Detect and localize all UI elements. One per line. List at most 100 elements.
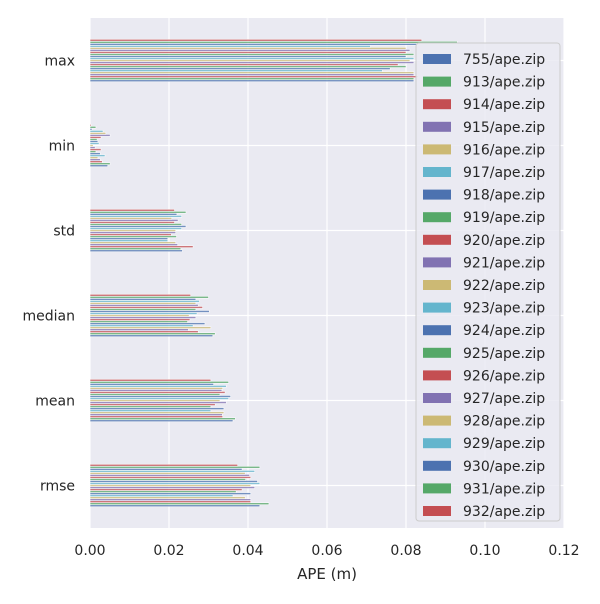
bar-median-931	[89, 295, 209, 299]
bar-rmse-928	[89, 472, 246, 475]
bar-min-913	[89, 162, 111, 166]
bar-std-755	[89, 249, 183, 253]
bar-mean-926	[89, 391, 226, 394]
legend-label: 928/ape.zip	[463, 414, 545, 430]
bar-rmse-755	[89, 504, 261, 508]
legend-swatch	[423, 415, 451, 426]
legend-swatch	[423, 212, 451, 223]
bar-median-930	[89, 297, 197, 301]
legend-swatch	[423, 325, 451, 336]
bar-median-755	[89, 334, 214, 338]
bar-min-914	[89, 160, 103, 164]
legend-label: 927/ape.zip	[463, 391, 545, 407]
legend-swatch	[423, 370, 451, 381]
bar-max-923	[89, 57, 415, 60]
legend-label: 915/ape.zip	[463, 120, 545, 136]
x-axis-label: APE (m)	[297, 565, 357, 583]
bar-rmse-924	[89, 480, 258, 483]
bar-median-913	[89, 332, 216, 336]
legend-swatch	[423, 438, 451, 449]
bar-median-920	[89, 318, 191, 321]
legend-label: 932/ape.zip	[463, 504, 545, 520]
bar-median-914	[89, 330, 199, 334]
bar-min-930	[89, 127, 93, 131]
legend-swatch	[423, 483, 451, 494]
bar-rmse-930	[89, 467, 243, 471]
bar-mean-927	[89, 389, 223, 392]
legend-label: 925/ape.zip	[463, 346, 545, 362]
bar-rmse-921	[89, 486, 256, 489]
legend-label: 921/ape.zip	[463, 255, 545, 271]
bar-rmse-915	[89, 498, 252, 501]
y-tick-label: max	[44, 54, 75, 70]
bar-min-932	[89, 123, 92, 127]
bar-rmse-918	[89, 492, 252, 495]
legend-swatch	[423, 506, 451, 516]
legend-label: 924/ape.zip	[463, 323, 545, 339]
bar-rmse-923	[89, 482, 261, 485]
bar-std-919	[89, 235, 177, 238]
bar-std-921	[89, 231, 177, 234]
bar-median-927	[89, 304, 199, 307]
bar-max-916	[89, 71, 415, 74]
bar-std-923	[89, 227, 182, 230]
y-tick-label: median	[23, 309, 75, 325]
bar-max-932	[89, 38, 423, 42]
bar-rmse-916	[89, 496, 246, 499]
x-tick-label: 0.12	[548, 543, 579, 559]
legend-swatch	[423, 347, 451, 358]
legend-swatch	[423, 234, 451, 245]
bar-std-926	[89, 221, 175, 224]
legend-label: 916/ape.zip	[463, 142, 545, 158]
bar-max-929	[89, 45, 371, 48]
bar-max-919	[89, 65, 407, 68]
bar-rmse-932	[89, 463, 239, 467]
bar-rmse-927	[89, 474, 250, 477]
bar-std-922	[89, 229, 177, 232]
x-tick-label: 0.04	[232, 543, 263, 559]
bar-median-915	[89, 328, 189, 331]
bar-mean-929	[89, 385, 227, 388]
x-tick-label: 0.10	[469, 543, 500, 559]
bar-mean-930	[89, 382, 214, 386]
bar-max-918	[89, 67, 391, 70]
bar-min-919	[89, 150, 97, 153]
bar-rmse-914	[89, 500, 252, 504]
bar-rmse-922	[89, 484, 252, 487]
bar-rmse-931	[89, 465, 261, 469]
bar-mean-913	[89, 417, 236, 421]
bar-mean-923	[89, 397, 229, 400]
bar-median-926	[89, 306, 203, 309]
bar-std-918	[89, 237, 169, 240]
bar-max-924	[89, 55, 407, 58]
bar-median-918	[89, 322, 206, 325]
bar-mean-915	[89, 413, 223, 416]
bar-mean-922	[89, 399, 221, 402]
legend-label: 913/ape.zip	[463, 75, 545, 91]
bar-min-927	[89, 134, 111, 137]
bar-min-918	[89, 152, 101, 155]
bar-mean-928	[89, 387, 224, 390]
bar-min-929	[89, 130, 104, 133]
legend-swatch	[423, 460, 451, 471]
x-tick-label: 0.00	[74, 543, 105, 559]
legend-swatch	[423, 99, 451, 110]
bar-median-923	[89, 312, 198, 315]
bar-max-920	[89, 63, 399, 66]
y-tick-label: min	[49, 139, 75, 155]
bar-rmse-929	[89, 470, 256, 473]
bar-mean-931	[89, 380, 229, 384]
bar-max-921	[89, 61, 415, 64]
legend-swatch	[423, 121, 451, 132]
bar-mean-916	[89, 411, 225, 414]
x-tick-label: 0.02	[153, 543, 184, 559]
legend-box	[415, 42, 561, 522]
bar-mean-932	[89, 378, 212, 382]
bar-max-931	[89, 40, 458, 44]
y-tick-label: mean	[35, 394, 75, 410]
bar-std-914	[89, 245, 194, 249]
bar-max-927	[89, 49, 411, 52]
y-tick-label: rmse	[40, 479, 75, 495]
bar-min-921	[89, 146, 96, 149]
